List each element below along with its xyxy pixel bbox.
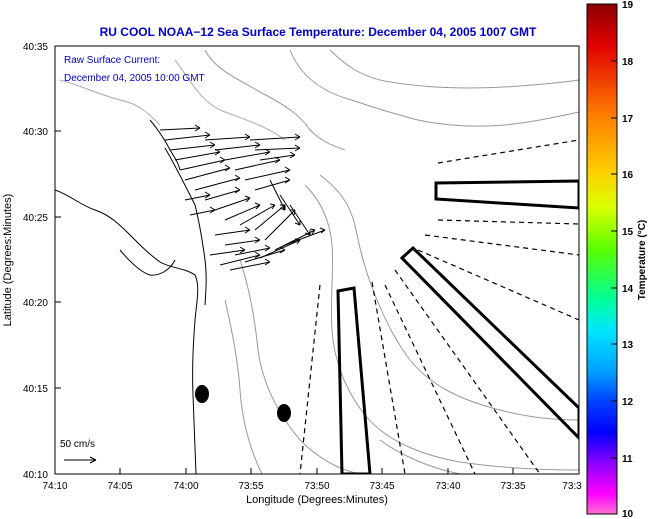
bathymetry-contour-4 <box>319 174 579 421</box>
legend-line-1: Raw Surface Current: <box>64 55 160 66</box>
colorbar-tick-label: 18 <box>622 57 634 68</box>
current-vectors <box>159 124 326 271</box>
x-tick-label: 73:50 <box>304 481 329 492</box>
current-vector <box>229 258 271 271</box>
bathymetry-contour-1 <box>204 49 346 151</box>
plot-area: Raw Surface Current: December 04, 2005 1… <box>55 46 579 474</box>
current-vector <box>179 156 226 171</box>
x-tick-label: 74:05 <box>107 481 132 492</box>
colorbar: 19 18 17 16 15 14 13 12 11 10 Temperatur… <box>586 0 648 519</box>
dashed-line <box>437 219 579 225</box>
scale-arrow <box>64 456 97 464</box>
x-tick-label: 74:10 <box>42 481 67 492</box>
x-tick-label: 74:00 <box>173 481 198 492</box>
bathymetry-contour-5 <box>304 184 579 471</box>
current-vector <box>224 202 261 221</box>
x-tick-labels: 74:10 74:05 74:00 73:55 73:50 73:45 73:4… <box>42 481 582 492</box>
bathymetry-contour-8 <box>379 439 461 474</box>
coastline-inlet <box>119 249 176 276</box>
colorbar-label: Temperature (°C) <box>637 220 648 301</box>
dashed-line <box>437 139 579 164</box>
x-tick-label: 73:3 <box>562 481 582 492</box>
scale-label: 50 cm/s <box>60 439 95 450</box>
x-tick-label: 73:45 <box>369 481 394 492</box>
colorbar-ticks <box>611 60 617 459</box>
station-marker-1 <box>195 385 209 403</box>
y-tick-label: 40:25 <box>23 213 48 224</box>
zone-box-southeast <box>399 245 579 441</box>
dashed-line <box>384 284 476 474</box>
current-vector <box>204 186 241 201</box>
y-tick-label: 40:10 <box>23 470 48 481</box>
colorbar-tick-label: 12 <box>622 397 634 408</box>
dashed-line <box>417 249 579 321</box>
zone-box-east <box>434 179 579 210</box>
current-vector <box>224 236 261 246</box>
y-tick-labels: 40:35 40:30 40:25 40:20 40:15 40:10 <box>23 42 48 481</box>
current-vector <box>214 226 251 236</box>
current-vector <box>194 174 241 191</box>
colorbar-tick-label: 19 <box>622 0 634 11</box>
y-tick-label: 40:35 <box>23 42 48 53</box>
current-vector <box>219 251 261 266</box>
sector-dashed-lines <box>299 139 579 474</box>
tick-marks <box>54 130 514 474</box>
current-vector <box>259 151 296 161</box>
y-tick-label: 40:20 <box>23 298 48 309</box>
station-marker-2 <box>277 404 291 422</box>
coastline-sandy-hook <box>164 147 207 306</box>
current-vector <box>244 166 291 181</box>
current-vector <box>189 206 216 216</box>
current-vector <box>159 124 201 132</box>
bathymetry-contour-7 <box>224 299 263 474</box>
colorbar-tick-label: 15 <box>622 227 634 238</box>
current-vector <box>184 164 231 181</box>
dashed-line <box>424 234 579 256</box>
current-vector <box>164 131 211 141</box>
y-tick-label: 40:30 <box>23 127 48 138</box>
colorbar-tick-label: 10 <box>622 509 634 519</box>
dashed-line <box>394 269 541 474</box>
current-vector <box>184 191 211 201</box>
colorbar-tick-label: 13 <box>622 340 634 351</box>
colorbar-tick-label: 17 <box>622 114 634 125</box>
bathymetry-contour-2 <box>289 49 579 127</box>
current-vector <box>169 141 216 151</box>
x-tick-label: 73:40 <box>435 481 460 492</box>
current-vector <box>234 244 271 256</box>
dashed-line <box>371 281 406 474</box>
y-axis-label: Latitude (Degrees:Minutes) <box>2 194 14 327</box>
colorbar-tick-label: 11 <box>622 454 633 465</box>
current-vector <box>249 133 301 141</box>
x-tick-label: 73:35 <box>500 481 525 492</box>
bathymetry-contour-9 <box>174 59 286 141</box>
current-vector <box>269 179 286 211</box>
current-vector <box>214 195 251 211</box>
current-vector <box>254 144 301 152</box>
current-vector <box>204 133 251 141</box>
current-vector <box>284 227 326 246</box>
zone-outlines <box>336 179 579 474</box>
zone-box-south <box>336 286 372 474</box>
current-vector <box>239 203 276 226</box>
dashed-line <box>299 284 321 474</box>
x-axis-label: Longitude (Degrees:Minutes) <box>246 494 388 506</box>
y-tick-label: 40:15 <box>23 384 48 395</box>
current-vector <box>209 246 246 256</box>
colorbar-tick-label: 16 <box>622 170 634 181</box>
bathymetry-contour-6 <box>239 259 361 474</box>
current-vector <box>279 194 301 226</box>
bathymetry-contour-3 <box>329 49 579 89</box>
bathymetry-contour-10 <box>59 79 161 126</box>
x-tick-label: 73:55 <box>238 481 263 492</box>
colorbar-tick-label: 14 <box>622 284 634 295</box>
map-title: RU COOL NOAA−12 Sea Surface Temperature:… <box>100 25 537 39</box>
current-vector <box>214 141 261 151</box>
legend-line-2: December 04, 2005 10:00 GMT <box>64 73 205 84</box>
colorbar-gradient <box>586 3 618 515</box>
coastline-mainland <box>55 189 199 474</box>
plot-background <box>55 46 579 474</box>
